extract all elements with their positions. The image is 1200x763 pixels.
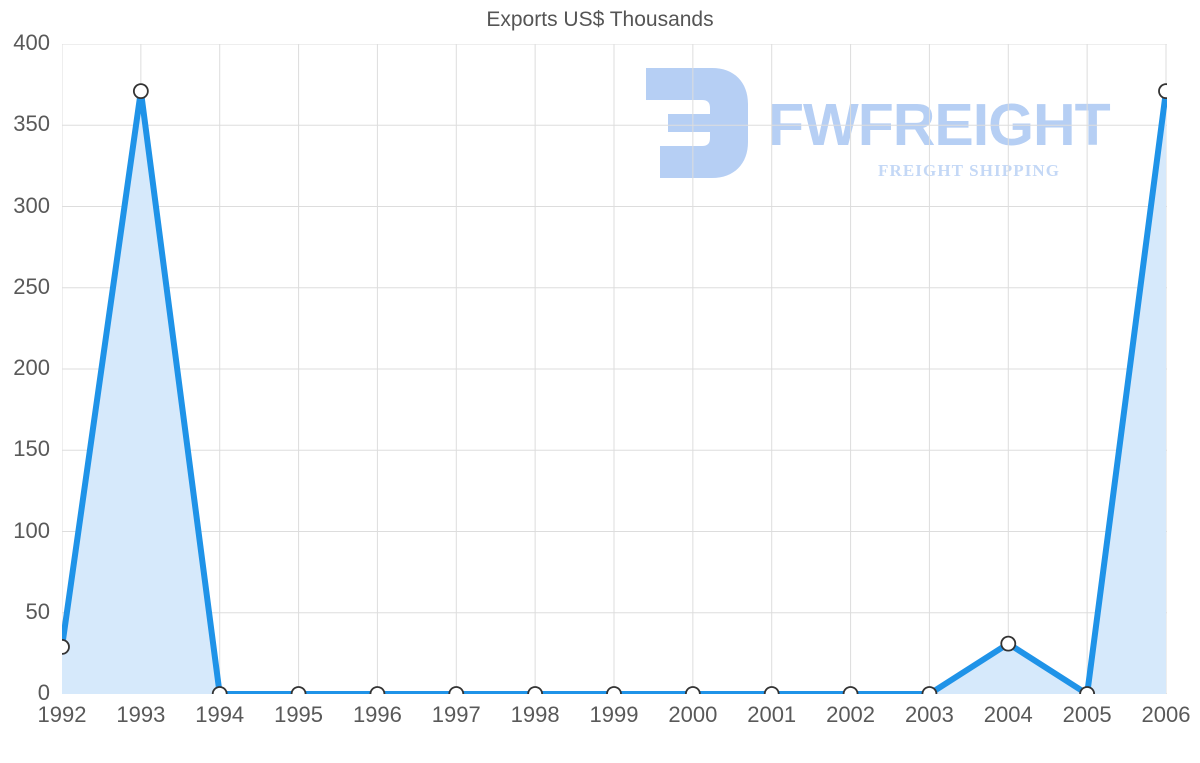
y-axis-tick-label: 150 — [13, 436, 50, 462]
x-axis-tick-label: 1993 — [116, 702, 166, 727]
y-axis-tick-label: 0 — [37, 680, 50, 705]
y-axis-tick-label: 200 — [13, 355, 50, 380]
data-point-marker[interactable] — [1000, 635, 1017, 652]
x-axis-tick-label: 2002 — [826, 702, 876, 727]
x-axis-tick-label: 1995 — [274, 702, 324, 727]
x-axis-tick-label: 2005 — [1062, 702, 1112, 727]
x-axis-tick-label: 2001 — [747, 702, 797, 727]
x-axis-tick-label: 1996 — [352, 702, 402, 727]
plot-area — [62, 44, 1167, 694]
grid-lines — [62, 44, 1167, 694]
y-axis-tick-label: 50 — [25, 598, 50, 624]
data-point-marker[interactable] — [211, 686, 228, 694]
data-point-marker[interactable] — [1079, 686, 1096, 694]
y-axis-tick-label: 100 — [13, 517, 50, 543]
data-point-marker[interactable] — [606, 686, 622, 694]
data-point-marker[interactable] — [290, 686, 307, 694]
data-point-marker[interactable] — [921, 686, 938, 694]
chart-title: Exports US$ Thousands — [486, 8, 714, 31]
x-axis-tick-label: 2006 — [1141, 702, 1191, 727]
x-axis-tick-label: 2004 — [983, 702, 1033, 727]
x-axis-tick-label: 2003 — [904, 702, 954, 727]
data-point-marker[interactable] — [448, 686, 465, 694]
data-line — [62, 88, 1167, 694]
data-point-marker[interactable] — [1158, 83, 1167, 100]
data-point-marker[interactable] — [684, 686, 701, 694]
data-point-marker[interactable] — [842, 686, 859, 694]
x-axis-tick-label: 1997 — [431, 702, 481, 727]
data-point-marker[interactable] — [369, 686, 386, 694]
data-point-markers — [62, 83, 1167, 694]
y-axis-tick-label: 300 — [13, 192, 50, 218]
x-axis-tick-label: 2000 — [668, 702, 718, 727]
x-axis-tick-label: 1998 — [510, 702, 560, 727]
chart-plot-svg — [62, 44, 1167, 694]
y-axis-tick-label: 400 — [13, 30, 50, 55]
data-point-marker[interactable] — [132, 83, 149, 100]
x-axis-tick-label: 1999 — [589, 702, 639, 727]
x-axis-tick-label: 1994 — [195, 702, 245, 727]
x-axis-tick-label: 1992 — [37, 702, 87, 727]
area-fill — [62, 91, 1166, 694]
data-point-marker[interactable] — [527, 686, 544, 694]
data-point-marker[interactable] — [62, 638, 70, 655]
y-axis-tick-label: 350 — [13, 111, 50, 137]
data-point-marker[interactable] — [763, 686, 780, 694]
y-axis-tick-label: 250 — [13, 273, 50, 299]
